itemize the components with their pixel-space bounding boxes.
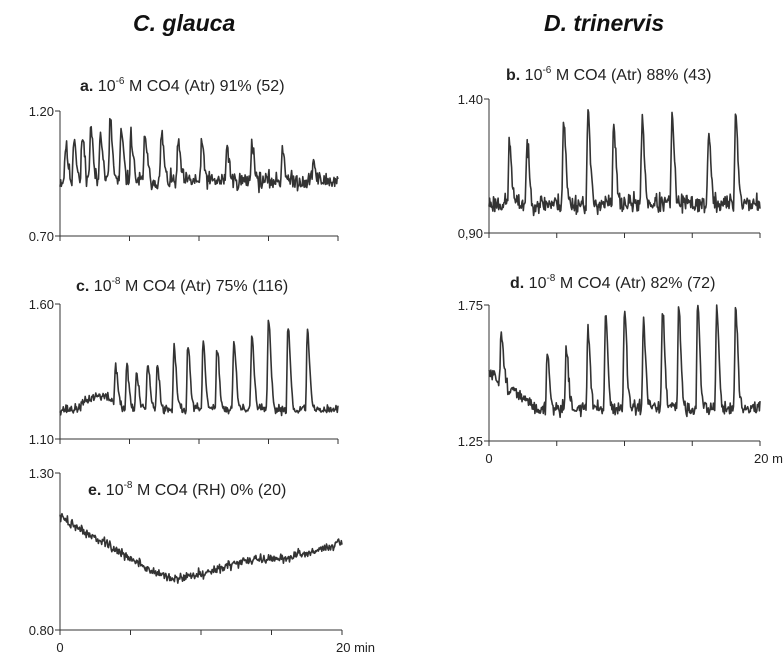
panel-title-e: e. 10-8 M CO4 (RH) 0% (20) <box>88 480 286 499</box>
y-tick-label-bottom: 1.25 <box>458 434 483 449</box>
panel-title-a: a. 10-6 M CO4 (Atr) 91% (52) <box>80 76 285 95</box>
conc-base: 10 <box>94 278 112 295</box>
conc-base: 10 <box>529 275 547 292</box>
conc-exponent: -6 <box>116 76 125 87</box>
y-tick-label-top: 1.40 <box>458 92 483 107</box>
y-tick-label-top: 1.60 <box>29 297 54 312</box>
panel-title-b: b. 10-6 M CO4 (Atr) 88% (43) <box>506 65 711 84</box>
panel-d: d. 10-8 M CO4 (Atr) 82% (72) 1.75 1.250 20 … <box>458 273 783 466</box>
y-tick-label-top: 1.20 <box>29 104 54 119</box>
trace-line-c <box>59 319 339 417</box>
panel-letter: c. <box>76 278 94 295</box>
x-tick-label-start: 0 <box>56 640 63 655</box>
panel-title-rest: M CO4 (Atr) 88% (43) <box>551 67 711 84</box>
trace-line-d <box>488 304 761 419</box>
panel-title-rest: M CO4 (Atr) 75% (116) <box>121 278 289 295</box>
trace-line-b <box>488 109 761 217</box>
panel-title-rest: M CO4 (Atr) 91% (52) <box>125 78 285 95</box>
x-tick-label-end: 20 min <box>336 640 375 655</box>
trace-line-a <box>59 117 339 194</box>
y-tick-label-bottom: 1.10 <box>29 432 54 447</box>
conc-exponent: -8 <box>546 273 555 284</box>
y-tick-label-bottom: 0.70 <box>29 229 54 244</box>
x-tick-label-start: 0 <box>485 451 492 466</box>
panel-letter: e. <box>88 482 106 499</box>
panel-a: a. 10-6 M CO4 (Atr) 91% (52) 1.20 0.70 <box>29 76 339 244</box>
y-tick-label-bottom: 0,90 <box>458 226 483 241</box>
column-title-d-trinervis: D. trinervis <box>544 10 665 36</box>
panel-title-d: d. 10-8 M CO4 (Atr) 82% (72) <box>510 273 715 292</box>
panel-letter: b. <box>506 67 525 84</box>
panel-c: c. 10-8 M CO4 (Atr) 75% (116) 1.60 1.10 <box>29 276 339 447</box>
panel-e: e. 10-8 M CO4 (RH) 0% (20) 1.30 0.800 20 mi… <box>29 466 375 655</box>
y-tick-label-top: 1.75 <box>458 298 483 313</box>
panel-letter: a. <box>80 78 98 95</box>
conc-exponent: -8 <box>124 480 133 491</box>
conc-exponent: -6 <box>542 65 551 76</box>
panel-letter: d. <box>510 275 529 292</box>
conc-base: 10 <box>98 78 116 95</box>
trace-line-e <box>59 512 343 584</box>
panel-title-c: c. 10-8 M CO4 (Atr) 75% (116) <box>76 276 288 295</box>
conc-base: 10 <box>106 482 124 499</box>
y-tick-label-bottom: 0.80 <box>29 623 54 638</box>
column-title-c-glauca: C. glauca <box>133 10 236 36</box>
panel-title-rest: M CO4 (Atr) 82% (72) <box>555 275 715 292</box>
panel-b: b. 10-6 M CO4 (Atr) 88% (43) 1.40 0,90 <box>458 65 761 241</box>
conc-base: 10 <box>525 67 543 84</box>
y-tick-label-top: 1.30 <box>29 466 54 481</box>
conc-exponent: -8 <box>112 276 121 287</box>
panel-title-rest: M CO4 (RH) 0% (20) <box>133 482 287 499</box>
x-tick-label-end: 20 min <box>754 451 783 466</box>
